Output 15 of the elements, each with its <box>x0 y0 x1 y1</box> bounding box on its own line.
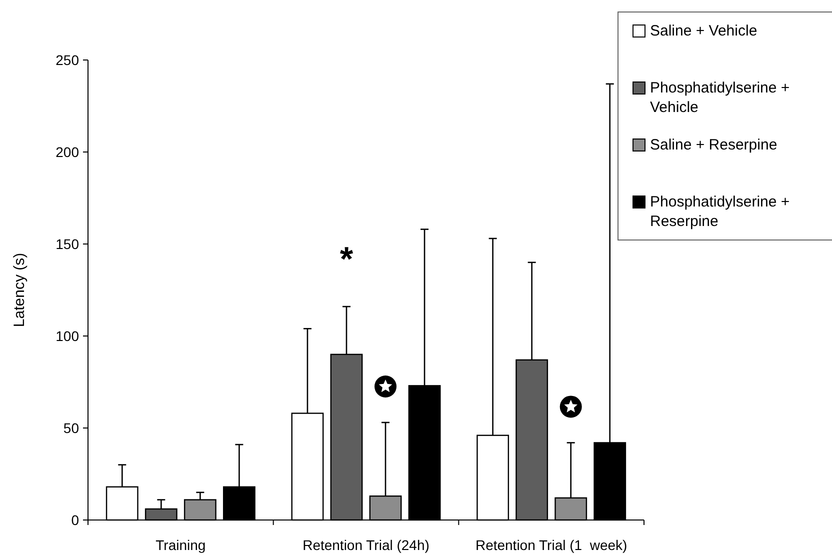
y-tick-label: 50 <box>63 420 80 436</box>
legend-label: Phosphatidylserine + Vehicle <box>650 79 790 116</box>
x-tick-label: Retention Trial (1 week) <box>475 537 628 553</box>
legend-label: Saline + Reserpine <box>650 136 778 154</box>
legend-label: Saline + Vehicle <box>650 22 758 40</box>
annotation: * <box>340 240 354 278</box>
x-tick-label: Retention Trial (24h) <box>302 537 430 553</box>
x-tick-label: Training <box>156 537 206 553</box>
y-tick-label: 250 <box>56 52 80 68</box>
y-axis-title: Latency (s) <box>11 252 28 328</box>
y-tick-label: 0 <box>71 512 80 528</box>
legend-label: Phosphatidylserine + Reserpine <box>650 193 790 230</box>
y-tick-label: 200 <box>56 144 80 160</box>
y-tick-label: 150 <box>56 236 80 252</box>
y-tick-label: 100 <box>56 328 80 344</box>
